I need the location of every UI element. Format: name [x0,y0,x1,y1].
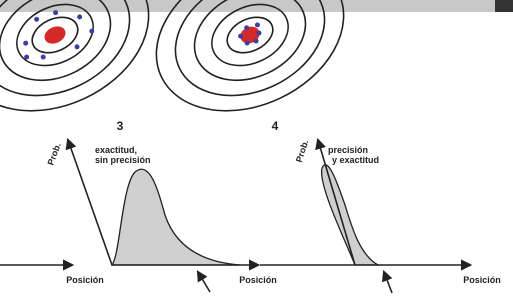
caption: precisión [328,145,368,155]
pointer-arrow [198,272,210,292]
x-axis-label: Posición [463,275,501,285]
panel-number: 4 [272,119,279,133]
target-4 [132,0,369,140]
y-axis-label: Prob. [294,139,311,164]
caption: exactitud, [95,145,137,155]
caption: sin precisión [95,155,151,165]
y-axis-label: Prob. [46,141,63,166]
distribution-curve [112,169,240,265]
panel-number: 3 [117,119,124,133]
x-axis-label: Posición [239,275,277,285]
diagram: 3 4 Posición Prob. exactitud, sin precis… [0,0,513,297]
x-axis-label: Posición [66,275,104,285]
target-3 [0,0,173,140]
caption: y exactitud [332,155,379,165]
corner-block [495,0,513,12]
pointer-arrow [384,272,392,293]
